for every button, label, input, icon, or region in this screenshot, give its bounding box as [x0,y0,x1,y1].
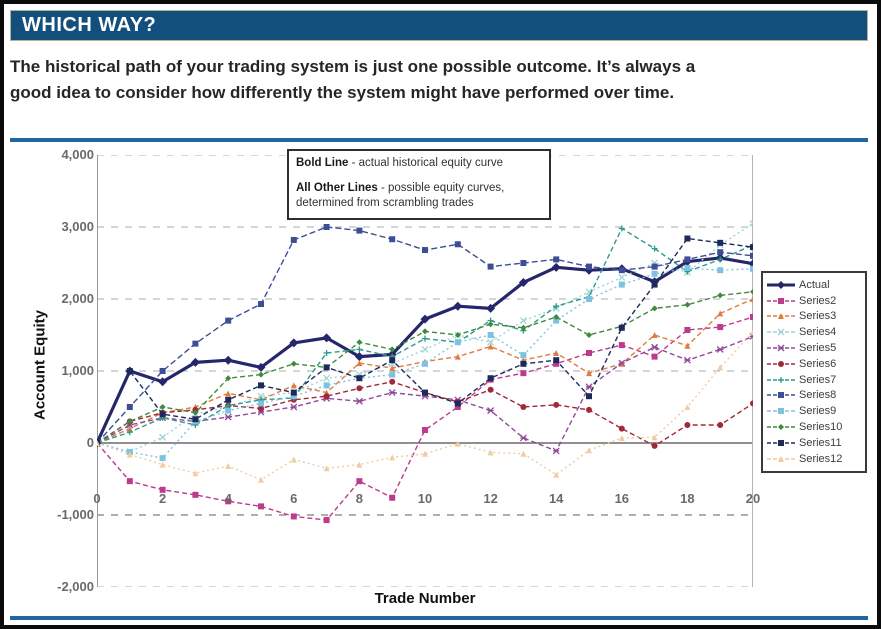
legend-swatch [767,297,795,304]
x-tick-label: 16 [614,491,630,506]
legend-swatch [767,344,795,352]
divider-bottom [10,616,868,620]
title-bar: WHICH WAY? [10,10,868,41]
legend-item-series8: Series8 [766,388,862,404]
x-tick-label: 14 [548,491,564,506]
x-tick-label: 20 [745,491,761,506]
legend-item-series11: Series11 [766,435,862,451]
divider-top [10,138,868,142]
legend-swatch [767,280,795,289]
legend-item-series4: Series4 [766,324,862,340]
legend-swatch [767,313,795,320]
legend-item-series10: Series10 [766,419,862,435]
legend-item-series3: Series3 [766,309,862,325]
legend-swatch [767,328,795,336]
page-title: WHICH WAY? [22,14,157,36]
y-tick-label: -2,000 [57,579,94,594]
legend-label: Series5 [799,342,837,355]
legend-label: Series11 [799,436,842,449]
intro-text: The historical path of your trading syst… [10,54,866,107]
legend-label: Series7 [799,373,837,386]
legend-label: Actual [799,278,830,291]
legend-item-series5: Series5 [766,340,862,356]
legend-swatch [767,360,795,367]
legend-label: Series9 [799,405,837,418]
x-tick-label: 2 [158,491,167,506]
y-tick-label: 2,000 [61,291,94,306]
legend-item-series6: Series6 [766,356,862,372]
x-tick-label: 10 [417,491,433,506]
legend-item-series9: Series9 [766,403,862,419]
plot-area: 0 2 4 6 8 10 12 14 16 18 20 [93,155,760,587]
annotation-line-3: determined from scrambling trades [296,197,474,210]
annotation-line-2: All Other Lines - possible equity curves… [296,181,505,194]
legend-swatch [767,439,795,446]
y-tick-label: 0 [86,435,94,450]
intro-line-2: good idea to consider how differently th… [10,83,675,103]
legend-item-actual: Actual [766,277,862,293]
legend-swatch [767,455,795,462]
x-tick-label: 6 [290,491,298,506]
legend-item-series7: Series7 [766,372,862,388]
legend-swatch [767,392,795,399]
x-tick-label: 12 [483,491,498,506]
legend-label: Series4 [799,326,837,339]
legend-label: Series3 [799,310,837,323]
annotation-box: Bold Line - actual historical equity cur… [287,149,551,220]
intro-line-1: The historical path of your trading syst… [10,57,696,76]
plot-svg [97,155,753,587]
y-tick-label: -1,000 [57,507,94,522]
legend-label: Series8 [799,389,837,402]
legend: Actual Series2 Series3 Series4 Series5 Series… [761,271,867,473]
legend-label: Series10 [799,421,843,434]
x-tick-label: 18 [680,491,695,506]
legend-label: Series2 [799,294,837,307]
legend-swatch [767,376,795,383]
x-axis-title: Trade Number [374,590,476,607]
legend-swatch [767,408,795,415]
legend-swatch [767,424,795,431]
annotation-line-1: Bold Line - actual historical equity cur… [296,157,504,169]
x-tick-label: 8 [355,491,363,506]
x-tick-label: 0 [93,491,101,506]
x-tick-label: 4 [224,491,232,506]
legend-item-series12: Series12 [766,451,862,467]
legend-item-series2: Series2 [766,293,862,309]
y-tick-label: 1,000 [61,363,94,378]
equity-chart: Account Equity Trade Number 0 2 4 6 8 10 12 14 1… [10,146,868,610]
legend-label: Series6 [799,357,837,370]
legend-label: Series12 [799,452,843,465]
y-tick-label: 3,000 [61,219,94,234]
y-tick-label: 4,000 [61,147,94,162]
